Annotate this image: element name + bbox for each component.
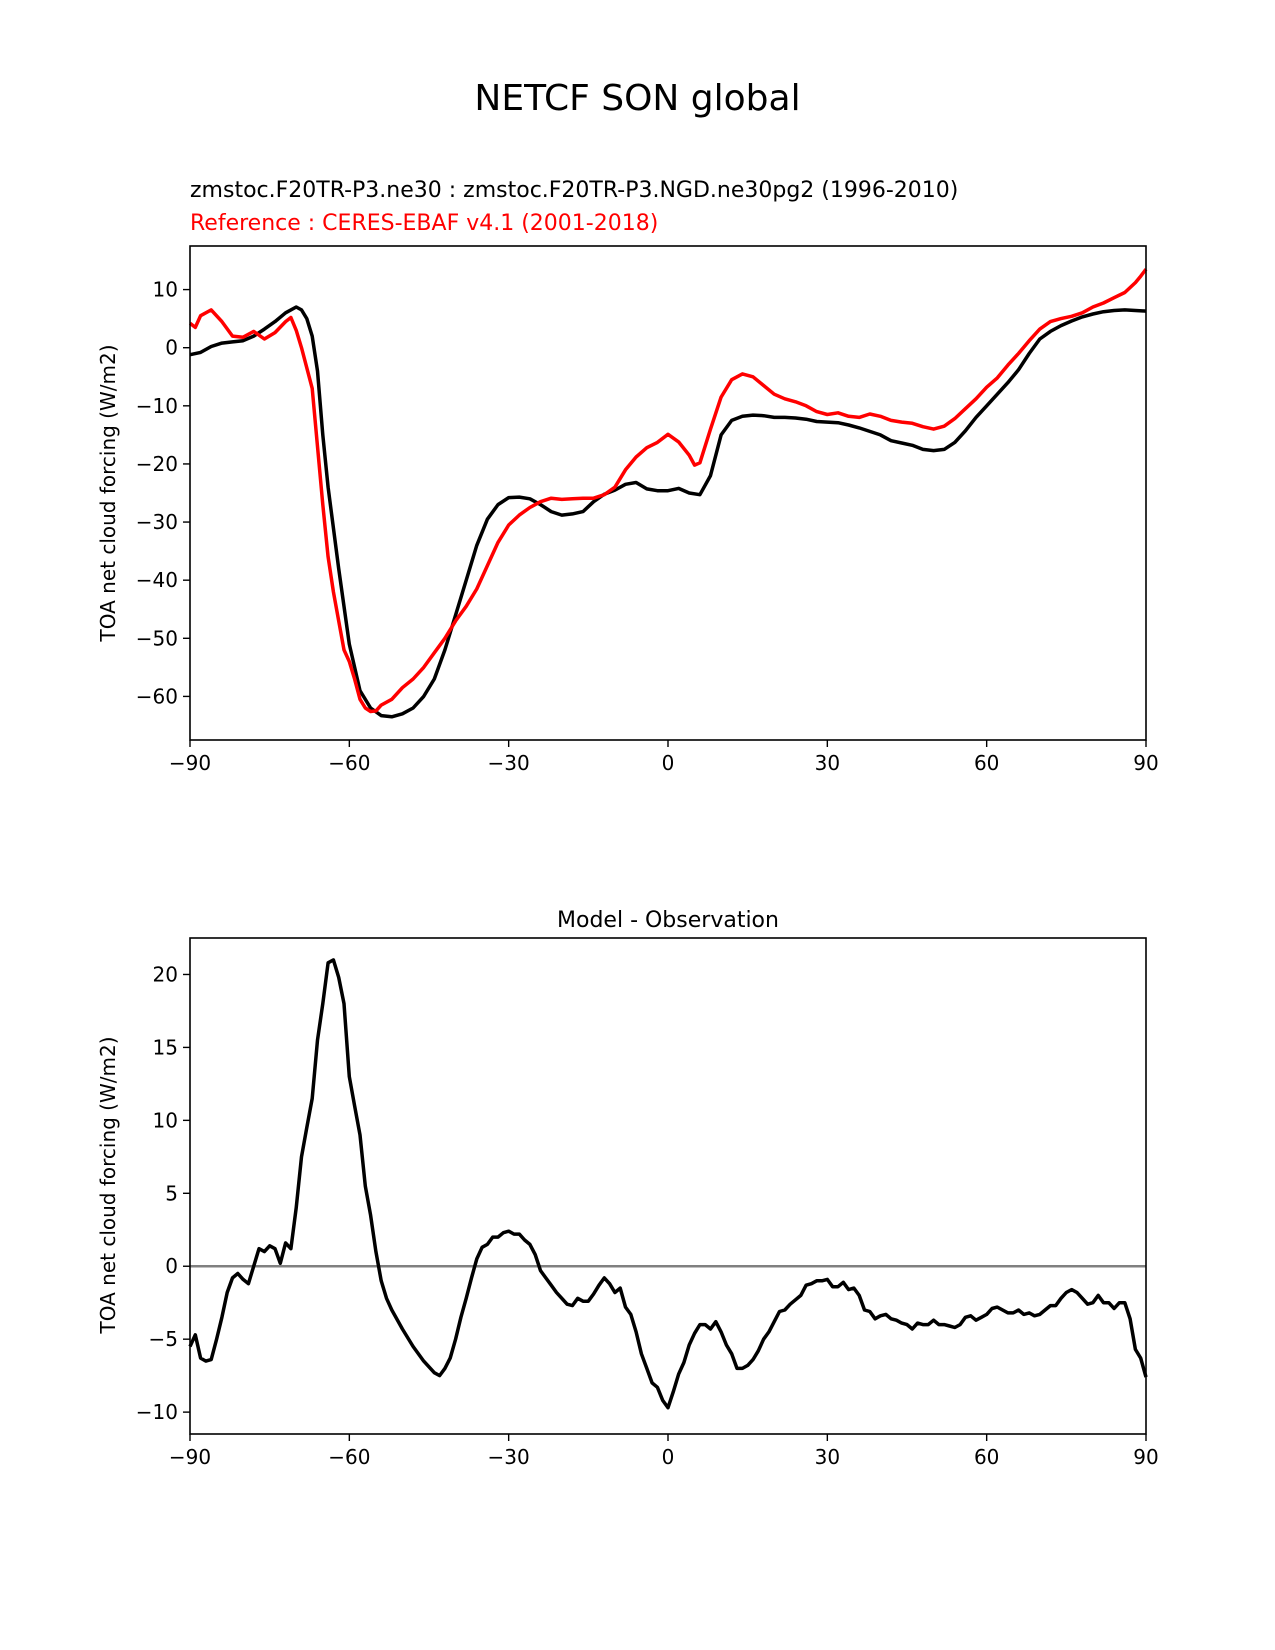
top-chart-title-line1: zmstoc.F20TR-P3.ne30 : zmstoc.F20TR-P3.N… bbox=[190, 178, 958, 203]
bottom-ytick-label: 15 bbox=[153, 1035, 178, 1059]
top-chart-panel: zmstoc.F20TR-P3.ne30 : zmstoc.F20TR-P3.N… bbox=[96, 178, 1159, 775]
figure-suptitle: NETCF SON global bbox=[474, 78, 800, 119]
bottom-xtick-label: −90 bbox=[169, 1445, 211, 1469]
top-chart-plot-area: −90 −60 −30 0 30 60 90 10 0 −10 −20 −30 −40 −50 −60 bbox=[136, 245, 1159, 775]
bottom-xtick-label: 0 bbox=[662, 1445, 675, 1469]
top-ytick-label: −60 bbox=[136, 684, 178, 708]
bottom-ytick-label: 5 bbox=[165, 1181, 178, 1205]
top-xtick-label: −90 bbox=[169, 751, 211, 775]
top-ytick-label: −10 bbox=[136, 394, 178, 418]
bottom-ytick-label: 20 bbox=[153, 962, 178, 986]
top-ytick-label: −30 bbox=[136, 510, 178, 534]
bottom-xtick-label: 60 bbox=[974, 1445, 999, 1469]
bottom-xtick-label: 30 bbox=[815, 1445, 840, 1469]
bottom-ytick-label: −5 bbox=[149, 1327, 178, 1351]
top-axes-frame bbox=[189, 245, 1147, 741]
top-xtick-label: 90 bbox=[1133, 751, 1158, 775]
bottom-axes-frame bbox=[189, 937, 1147, 1435]
top-xtick-label: 0 bbox=[662, 751, 675, 775]
bottom-xtick-label: 90 bbox=[1133, 1445, 1158, 1469]
top-xtick-label: 60 bbox=[974, 751, 999, 775]
bottom-ytick-label: 10 bbox=[153, 1108, 178, 1132]
bottom-chart-title: Model - Observation bbox=[557, 908, 779, 933]
bottom-ytick-label: −10 bbox=[136, 1400, 178, 1424]
top-ytick-label: 10 bbox=[153, 278, 178, 302]
bottom-series-line-0 bbox=[188, 958, 1148, 1410]
bottom-chart-ylabel: TOA net cloud forcing (W/m2) bbox=[96, 1036, 120, 1334]
top-xtick-label: −30 bbox=[488, 751, 530, 775]
bottom-xtick-label: −60 bbox=[328, 1445, 370, 1469]
top-ytick-label: −40 bbox=[136, 568, 178, 592]
top-xtick-label: 30 bbox=[815, 751, 840, 775]
top-ytick-label: 0 bbox=[165, 336, 178, 360]
top-xtick-label: −60 bbox=[328, 751, 370, 775]
top-ytick-label: −50 bbox=[136, 626, 178, 650]
bottom-xtick-label: −30 bbox=[488, 1445, 530, 1469]
bottom-ytick-label: 0 bbox=[165, 1254, 178, 1278]
top-series-line-0 bbox=[189, 305, 1147, 719]
top-chart-ylabel: TOA net cloud forcing (W/m2) bbox=[96, 344, 120, 642]
top-chart-title-line2: Reference : CERES-EBAF v4.1 (2001-2018) bbox=[190, 211, 658, 236]
bottom-chart-plot-area: −90 −60 −30 0 30 60 90 20 15 10 5 0 −5 −10 bbox=[136, 937, 1159, 1469]
top-series-line-1 bbox=[188, 268, 1148, 714]
bottom-chart-panel: Model - Observation TOA net cloud forcin… bbox=[96, 908, 1159, 1469]
top-ytick-label: −20 bbox=[136, 452, 178, 476]
